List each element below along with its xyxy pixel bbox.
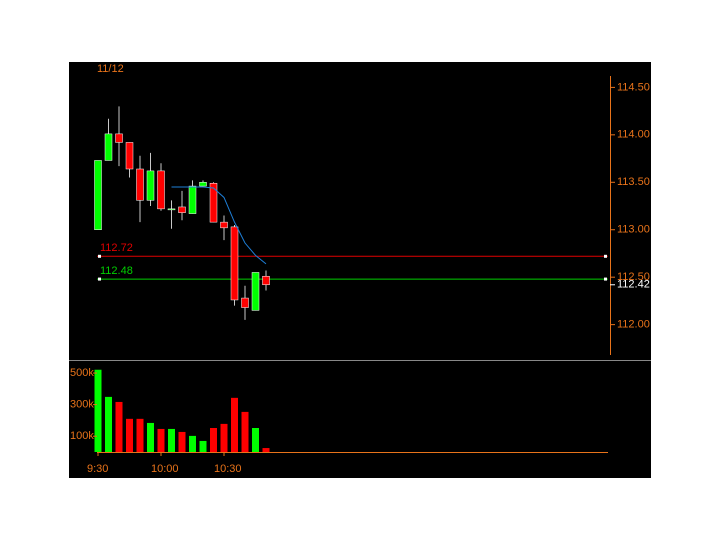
candle-body xyxy=(178,206,186,213)
level-handle xyxy=(98,254,101,258)
y-tick-label: 113.50 xyxy=(617,176,650,188)
candle-body xyxy=(220,221,228,229)
y-tick-label: 113.00 xyxy=(617,224,650,236)
volume-bar xyxy=(136,418,144,452)
candle-body xyxy=(262,275,270,286)
volume-bar xyxy=(147,422,154,452)
x-tick-label: 10:30 xyxy=(214,463,242,475)
volume-bar xyxy=(94,369,102,452)
candle-body xyxy=(104,133,113,161)
volume-bar xyxy=(199,440,207,452)
level-label: 112.48 xyxy=(100,265,133,277)
x-tick-label: 9:30 xyxy=(87,463,108,475)
level-label: 112.72 xyxy=(100,242,133,254)
candle-body xyxy=(157,170,165,210)
level-handle xyxy=(98,277,101,281)
candle-body xyxy=(230,226,239,301)
volume-bar xyxy=(220,423,228,452)
x-tick-label: 10:00 xyxy=(151,463,179,475)
y-tick-label: 100k xyxy=(70,430,94,442)
level-handle xyxy=(604,277,607,281)
volume-bar xyxy=(126,418,133,452)
volume-bar xyxy=(168,428,175,452)
y-tick-label: 500k xyxy=(70,367,94,379)
volume-bar xyxy=(157,428,165,452)
candle-body xyxy=(209,182,218,223)
candle-body xyxy=(146,170,155,201)
volume-bar xyxy=(210,428,217,452)
y-tick-label: 114.00 xyxy=(617,129,650,141)
candle-body xyxy=(94,160,102,230)
date-label: 11/12 xyxy=(97,63,124,75)
candle-body xyxy=(136,168,144,201)
candle-body xyxy=(115,133,123,143)
volume-bar xyxy=(189,435,196,452)
candle-body xyxy=(199,182,207,187)
volume-bar xyxy=(241,411,249,452)
y-tick-label: 112.50 xyxy=(617,271,650,283)
volume-bar xyxy=(105,396,112,452)
candle-body xyxy=(241,297,249,308)
volume-bar xyxy=(252,428,259,452)
last-price-label: 112.42 xyxy=(617,279,650,291)
volume-bar xyxy=(231,397,238,452)
candle-body xyxy=(251,272,260,311)
candle-body xyxy=(188,185,197,214)
y-tick-label: 300k xyxy=(70,399,94,411)
candle-body xyxy=(167,208,176,211)
level-handle xyxy=(604,254,607,258)
candle-body xyxy=(125,142,134,170)
y-tick-label: 114.50 xyxy=(617,81,650,93)
moving-average xyxy=(171,186,267,265)
y-tick-label: 112.00 xyxy=(617,319,650,331)
chart-background xyxy=(69,62,651,478)
volume-bar xyxy=(262,448,270,452)
volume-bar xyxy=(115,401,123,452)
volume-bar xyxy=(178,431,186,452)
